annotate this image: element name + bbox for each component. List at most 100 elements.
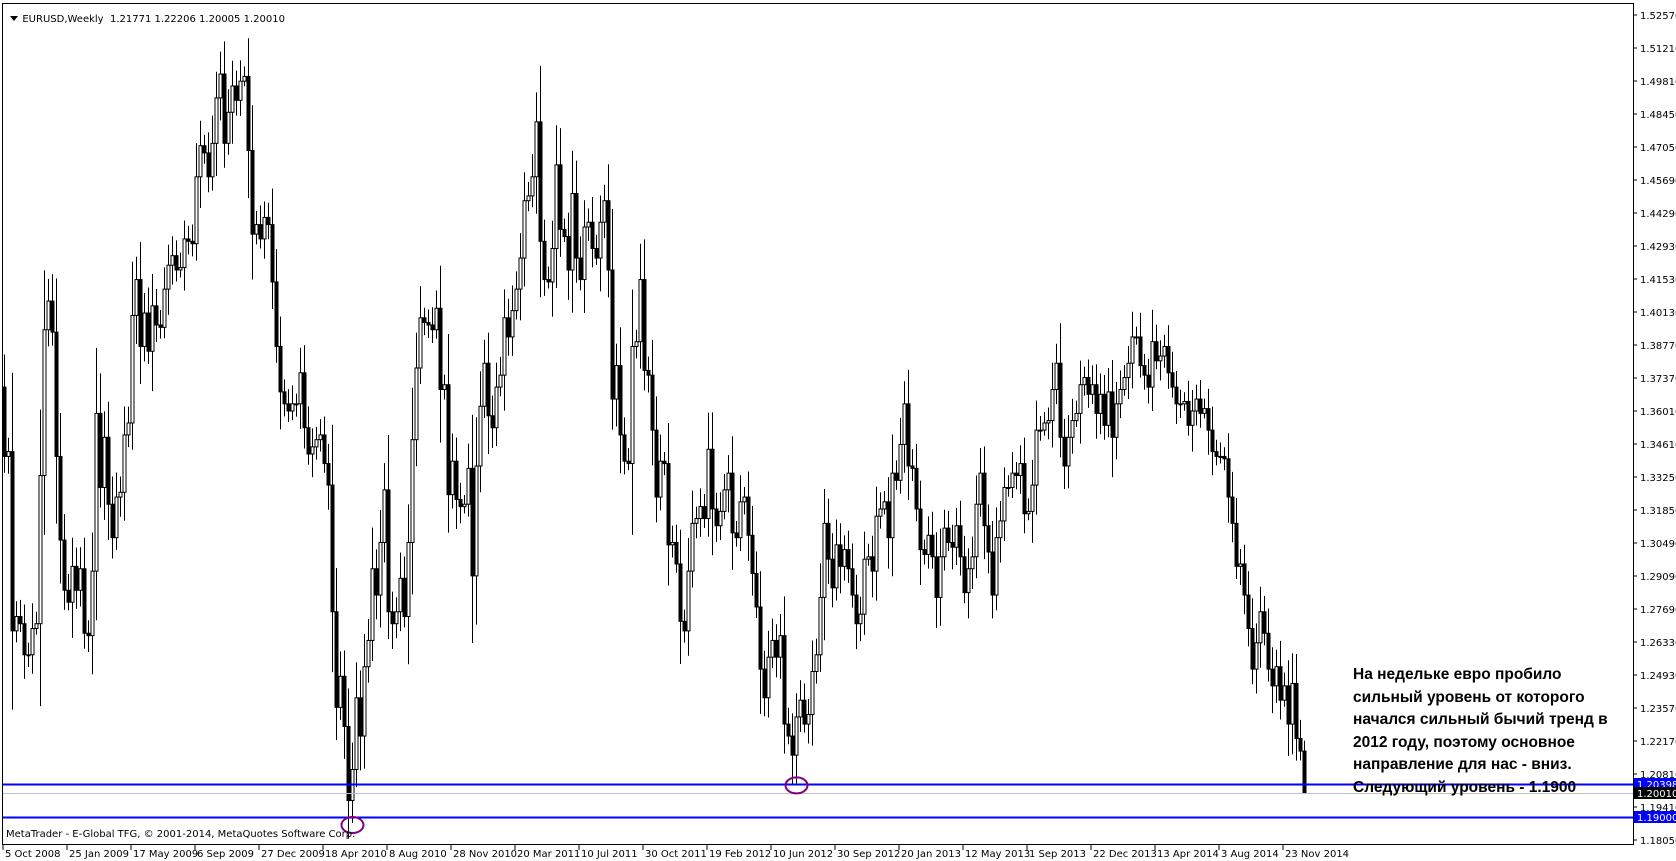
date-tick-label: 20 Jan 2013 (901, 849, 961, 860)
candle (234, 70, 239, 116)
candle (786, 707, 791, 745)
candle-body-bull (134, 279, 139, 316)
candle (1290, 653, 1295, 755)
candle (862, 531, 867, 635)
candle (534, 92, 539, 214)
candle (214, 71, 219, 177)
candle (322, 416, 327, 473)
candle (810, 640, 815, 746)
candle (110, 476, 115, 559)
candle (1038, 416, 1043, 441)
candle (930, 511, 935, 569)
candle (62, 514, 67, 610)
candle-body-bull (1158, 355, 1163, 362)
candle-body-bull (382, 489, 387, 543)
candle (66, 573, 71, 611)
chart-header: EURUSD,Weekly 1.21771 1.22206 1.20005 1.… (4, 3, 285, 25)
candle-body-bull (362, 666, 367, 737)
candle (98, 373, 103, 508)
candle (578, 236, 583, 291)
price-tick-label: 1.29090 (1640, 572, 1676, 583)
candle (1022, 437, 1027, 534)
candle-body-bull (690, 522, 695, 572)
candle-body-bear (1146, 374, 1151, 388)
candle (622, 417, 627, 475)
candle-body-bear (222, 73, 227, 144)
candle-body-bear (50, 300, 55, 333)
candle-body-bear (546, 279, 551, 283)
candle (606, 164, 611, 298)
candle (306, 406, 311, 465)
candle (258, 205, 263, 249)
candle (1054, 343, 1059, 405)
candle (174, 240, 179, 282)
candle-body-bear (1210, 429, 1215, 453)
low-marker-circle[interactable] (340, 816, 365, 835)
candle-body-bear (10, 451, 15, 632)
candle (1114, 381, 1119, 460)
candle-body-bull (694, 518, 699, 524)
candle-body-bull (902, 403, 907, 445)
price-tick-label: 1.37370 (1640, 374, 1676, 385)
candle-body-bull (434, 307, 439, 331)
candle (834, 519, 839, 601)
candle (394, 597, 399, 639)
candle (334, 568, 339, 741)
candle (78, 547, 83, 607)
date-tick-label: 27 Dec 2009 (261, 849, 325, 860)
candle (54, 278, 59, 524)
candle-body-bear (930, 534, 935, 558)
candle-body-bull (298, 372, 303, 405)
date-tick-label: 12 May 2013 (965, 849, 1030, 860)
candle-body-bull (966, 568, 971, 594)
candle (530, 154, 535, 208)
candles (2, 38, 1307, 839)
candle-body-bull (38, 475, 43, 625)
candle-body-bear (758, 606, 763, 670)
candle-body-bull (1182, 400, 1187, 405)
candle-body-bull (598, 221, 603, 259)
candle-body-bear (578, 257, 583, 281)
candle (614, 343, 619, 427)
candle-body-bear (358, 697, 363, 737)
date-tick-label: 13 Apr 2014 (1157, 849, 1219, 860)
candle (178, 252, 183, 278)
candle-body-bear (446, 384, 451, 496)
candle (954, 507, 959, 566)
candle-body-bear (386, 489, 391, 613)
candle-body-bull (926, 534, 931, 555)
candle-body-bull (406, 541, 411, 618)
candle-body-bull (518, 257, 523, 290)
candle (434, 290, 439, 339)
annotation-text[interactable]: На недельке евро пробило сильный уровень… (1353, 664, 1608, 800)
candle (22, 604, 27, 679)
candle (694, 506, 699, 539)
candle (542, 219, 547, 296)
candle (1070, 398, 1075, 454)
candle-body-bear (326, 463, 331, 486)
candle (1118, 370, 1123, 419)
candle-body-bear (934, 556, 939, 598)
dropdown-triangle-icon[interactable] (10, 16, 19, 21)
candle-body-bull (1046, 420, 1051, 424)
candle-body-bull (30, 627, 35, 656)
copyright-footer: MetaTrader - E-Global TFG, © 2001-2014, … (6, 829, 356, 840)
candle-body-bear (830, 558, 835, 589)
candle (874, 486, 879, 601)
date-tick-label: 30 Oct 2011 (645, 849, 707, 860)
low-marker-circle[interactable] (784, 776, 809, 795)
candle-body-bear (610, 269, 615, 400)
candle (1178, 389, 1183, 418)
candle-body-bear (782, 635, 787, 725)
candle-body-bear (790, 735, 795, 756)
candle-body-bear (1230, 496, 1235, 524)
date-tick-label: 8 Aug 2010 (389, 849, 447, 860)
candle-body-bear (258, 224, 263, 240)
candle (854, 574, 859, 650)
candle-body-bear (986, 525, 991, 553)
candle-body-bear (574, 193, 579, 259)
candle (518, 233, 523, 321)
candle (14, 601, 19, 643)
